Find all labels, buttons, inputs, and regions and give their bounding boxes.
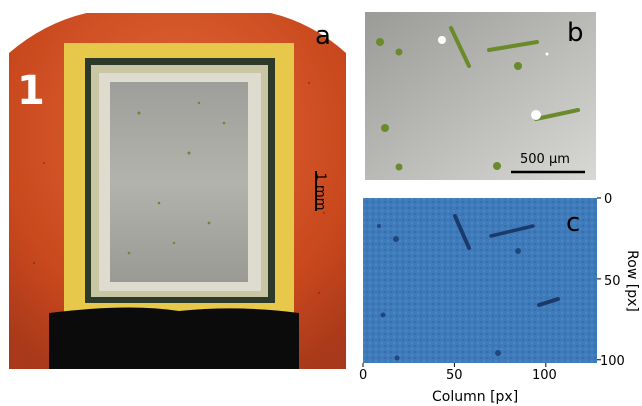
panel-b-graphic xyxy=(365,12,596,180)
y-tick-50: 50 xyxy=(604,274,621,289)
panel-b-micrograph: b 500 µm xyxy=(365,12,596,180)
panel-a-corner-mark: 1 xyxy=(17,68,45,114)
y-axis-label: Row [px] xyxy=(623,250,640,312)
glass-window xyxy=(110,82,248,282)
panel-b-scale-label: 500 µm xyxy=(520,152,570,167)
blob-tracks xyxy=(377,224,521,361)
debris-particles xyxy=(127,101,226,255)
y-tick-100: 100 xyxy=(600,354,625,369)
y-tick-0: 0 xyxy=(604,192,613,207)
panel-c-graphic xyxy=(363,198,597,363)
diatom-stars xyxy=(376,38,522,171)
bright-specks xyxy=(438,36,549,120)
panel-a-graphic xyxy=(9,13,346,369)
black-base xyxy=(49,307,299,369)
panel-c-letter: c xyxy=(566,208,581,238)
x-tick-0: 0 xyxy=(359,368,368,383)
particle-tracks xyxy=(453,214,560,307)
diatom-cells xyxy=(449,26,580,121)
x-axis-label: Column [px] xyxy=(432,389,519,405)
panel-a-scale-label: 1 mm xyxy=(312,172,328,211)
x-tick-50: 50 xyxy=(446,368,463,383)
x-tick-100: 100 xyxy=(532,368,557,383)
panel-a-letter: a xyxy=(315,21,331,51)
panel-a-photo: a 1 1 mm xyxy=(9,13,346,369)
dust-specks xyxy=(28,82,325,294)
panel-b-letter: b xyxy=(567,18,584,48)
panel-c-detector-image: c xyxy=(363,198,597,363)
